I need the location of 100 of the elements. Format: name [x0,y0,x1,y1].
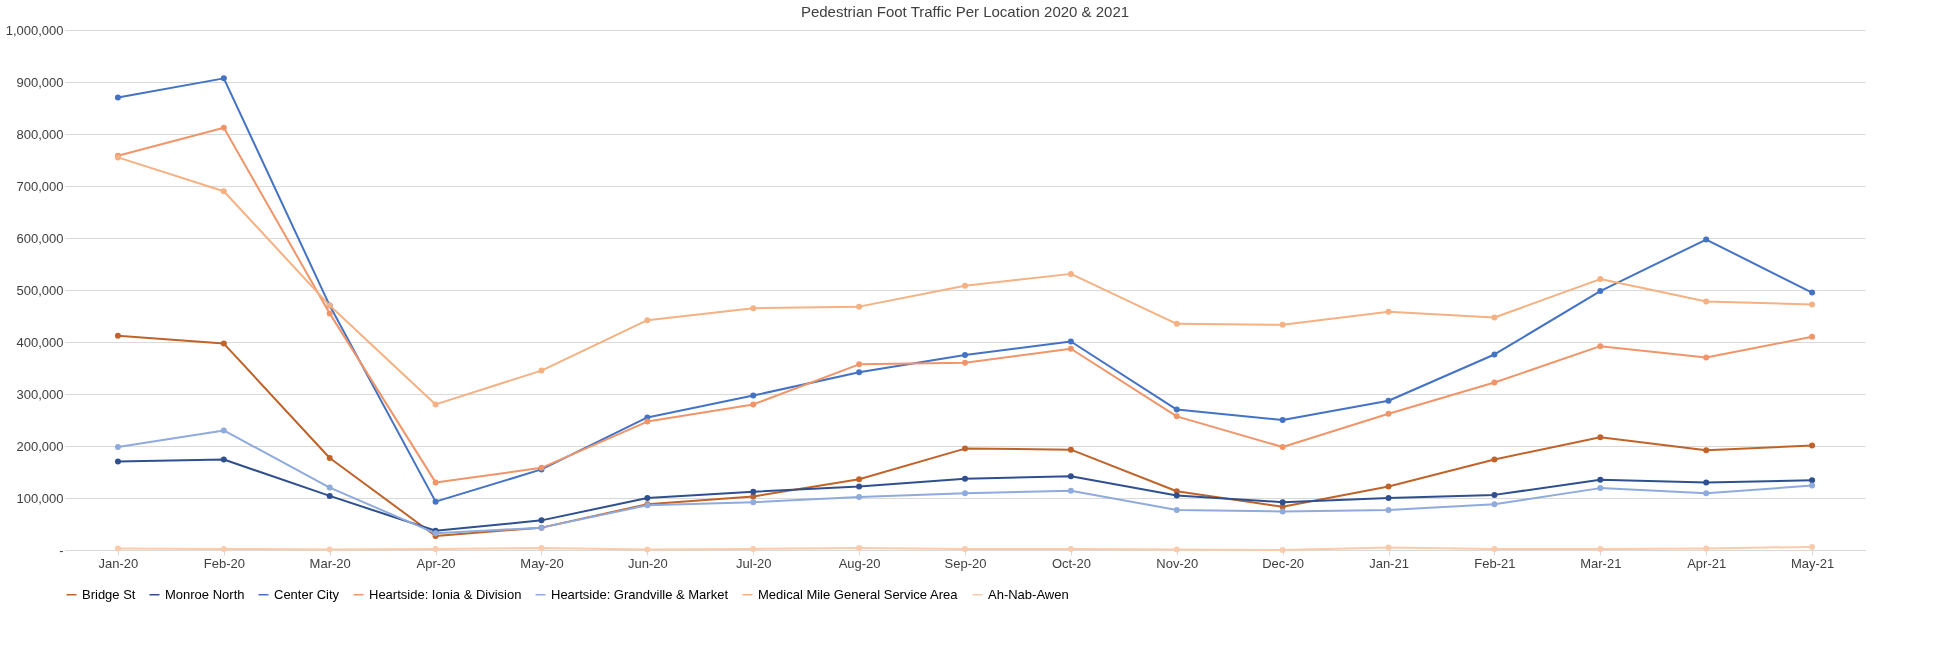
y-tick-label: 500,000 [16,282,64,298]
point [962,352,968,358]
point [1809,301,1816,308]
point [1173,413,1180,420]
x-tick-label: Aug-20 [838,555,881,571]
point [538,517,545,524]
point [1385,397,1392,404]
point [1067,487,1074,494]
point [1279,417,1286,423]
point [326,546,333,553]
point [326,454,333,461]
point [1385,308,1392,315]
point [750,488,757,495]
y-tick-label: 600,000 [16,230,64,246]
x-tick-label: Apr-21 [1687,555,1727,571]
point [1067,446,1074,453]
point [1385,410,1392,417]
y-tick-label: 400,000 [16,334,64,350]
point [1067,345,1074,352]
point [1491,314,1498,321]
point [326,492,333,499]
point [1809,543,1816,550]
point [856,483,863,490]
point [1173,546,1180,553]
x-tick-label: Mar-21 [1580,555,1622,571]
legend-label: Bridge St [82,586,136,602]
point [1703,298,1710,305]
x-tick-label: Apr-20 [416,555,456,571]
point [1385,506,1392,513]
point [114,444,121,451]
point [220,124,227,131]
x-tick-label: Sep-20 [944,555,987,571]
point [644,317,651,324]
x-tick-label: Nov-20 [1156,555,1199,571]
point [856,361,863,368]
x-tick-label: Jun-20 [627,555,668,571]
point [1703,545,1710,552]
y-tick-label: 700,000 [16,178,64,194]
point [1597,434,1604,441]
point [1173,320,1180,327]
point [1491,491,1498,498]
point [432,545,439,552]
y-tick-label: 200,000 [16,438,64,454]
point [114,94,121,101]
point [1703,479,1710,486]
y-tick-label: 900,000 [16,74,64,90]
point [856,369,863,376]
point [962,545,968,552]
point [1809,482,1816,489]
point [1809,333,1816,340]
point [750,401,757,408]
x-tick-label: Jan-20 [98,555,139,571]
point [644,418,651,425]
point [1067,338,1074,345]
point [1703,236,1710,243]
x-tick-label: Feb-21 [1474,555,1516,571]
point [1067,545,1074,552]
chart-title: Pedestrian Foot Traffic Per Location 2020 & 2021 [800,3,1130,20]
y-tick-label: 100,000 [16,490,64,506]
point [750,545,757,552]
point [856,303,863,310]
legend-label: Heartside: Ionia & Division [369,586,522,602]
legend-label: Ah-Nab-Awen [988,586,1069,602]
point [1491,379,1498,386]
legend-label: Medical Mile General Service Area [758,586,959,602]
point [1703,490,1710,497]
point [326,310,333,317]
x-tick-label: Dec-20 [1262,555,1305,571]
point [1597,288,1604,295]
point [1385,495,1392,501]
point [1491,456,1498,463]
point [1491,351,1498,358]
point [962,490,968,497]
x-tick-label: May-21 [1790,555,1835,571]
point [1067,270,1074,277]
point [1067,473,1074,480]
x-tick-label: Mar-20 [309,555,351,571]
point [1173,406,1180,413]
point [962,475,968,482]
point [1703,447,1710,454]
point [1597,545,1604,552]
point [538,367,545,374]
y-tick-label: 1,000,000 [5,22,64,38]
point [1385,544,1392,551]
x-tick-label: Feb-20 [203,555,245,571]
point [644,495,651,501]
point [538,544,545,551]
point [220,188,227,195]
point [1809,477,1816,484]
point [432,401,439,408]
point [1279,444,1286,451]
legend-label: Heartside: Grandville & Market [551,586,729,602]
point [962,445,968,452]
point [114,332,121,339]
point [1279,508,1286,515]
point [1173,506,1180,513]
point [1703,354,1710,361]
point [1279,547,1286,553]
point [220,340,227,347]
x-tick-label: Jan-21 [1369,555,1409,571]
